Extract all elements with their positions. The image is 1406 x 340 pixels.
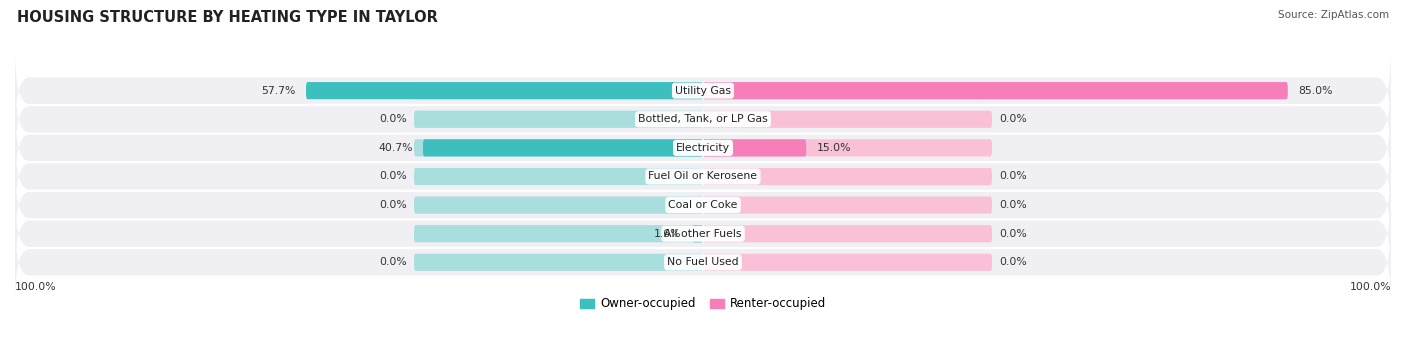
FancyBboxPatch shape [413, 225, 703, 242]
FancyBboxPatch shape [15, 75, 1391, 163]
FancyBboxPatch shape [703, 82, 1288, 99]
Text: Bottled, Tank, or LP Gas: Bottled, Tank, or LP Gas [638, 114, 768, 124]
Text: 15.0%: 15.0% [817, 143, 851, 153]
FancyBboxPatch shape [15, 133, 1391, 221]
FancyBboxPatch shape [307, 82, 703, 99]
Text: No Fuel Used: No Fuel Used [668, 257, 738, 267]
Text: Source: ZipAtlas.com: Source: ZipAtlas.com [1278, 10, 1389, 20]
FancyBboxPatch shape [413, 254, 703, 271]
FancyBboxPatch shape [703, 139, 993, 156]
Text: 0.0%: 0.0% [380, 171, 408, 182]
Text: 0.0%: 0.0% [380, 257, 408, 267]
Text: 85.0%: 85.0% [1298, 86, 1333, 96]
FancyBboxPatch shape [413, 82, 703, 99]
FancyBboxPatch shape [15, 218, 1391, 306]
Text: Fuel Oil or Kerosene: Fuel Oil or Kerosene [648, 171, 758, 182]
Text: 0.0%: 0.0% [998, 171, 1026, 182]
Text: Utility Gas: Utility Gas [675, 86, 731, 96]
FancyBboxPatch shape [413, 139, 703, 156]
FancyBboxPatch shape [703, 111, 993, 128]
Text: 100.0%: 100.0% [1350, 282, 1391, 292]
FancyBboxPatch shape [703, 168, 993, 185]
Text: 40.7%: 40.7% [378, 143, 413, 153]
FancyBboxPatch shape [703, 139, 806, 156]
Text: 0.0%: 0.0% [998, 200, 1026, 210]
FancyBboxPatch shape [703, 254, 993, 271]
FancyBboxPatch shape [413, 168, 703, 185]
FancyBboxPatch shape [703, 197, 993, 214]
FancyBboxPatch shape [413, 197, 703, 214]
Text: 0.0%: 0.0% [998, 229, 1026, 239]
Text: 1.6%: 1.6% [654, 229, 682, 239]
FancyBboxPatch shape [15, 161, 1391, 249]
Text: All other Fuels: All other Fuels [664, 229, 742, 239]
FancyBboxPatch shape [15, 190, 1391, 278]
Text: 100.0%: 100.0% [15, 282, 56, 292]
FancyBboxPatch shape [15, 47, 1391, 135]
Text: 0.0%: 0.0% [998, 257, 1026, 267]
FancyBboxPatch shape [692, 225, 703, 242]
Text: 0.0%: 0.0% [998, 114, 1026, 124]
Legend: Owner-occupied, Renter-occupied: Owner-occupied, Renter-occupied [575, 293, 831, 315]
Text: 0.0%: 0.0% [380, 200, 408, 210]
Text: HOUSING STRUCTURE BY HEATING TYPE IN TAYLOR: HOUSING STRUCTURE BY HEATING TYPE IN TAY… [17, 10, 437, 25]
Text: Electricity: Electricity [676, 143, 730, 153]
FancyBboxPatch shape [15, 104, 1391, 192]
FancyBboxPatch shape [703, 225, 993, 242]
Text: Coal or Coke: Coal or Coke [668, 200, 738, 210]
FancyBboxPatch shape [413, 111, 703, 128]
FancyBboxPatch shape [703, 82, 993, 99]
FancyBboxPatch shape [423, 139, 703, 156]
Text: 57.7%: 57.7% [262, 86, 295, 96]
Text: 0.0%: 0.0% [380, 114, 408, 124]
